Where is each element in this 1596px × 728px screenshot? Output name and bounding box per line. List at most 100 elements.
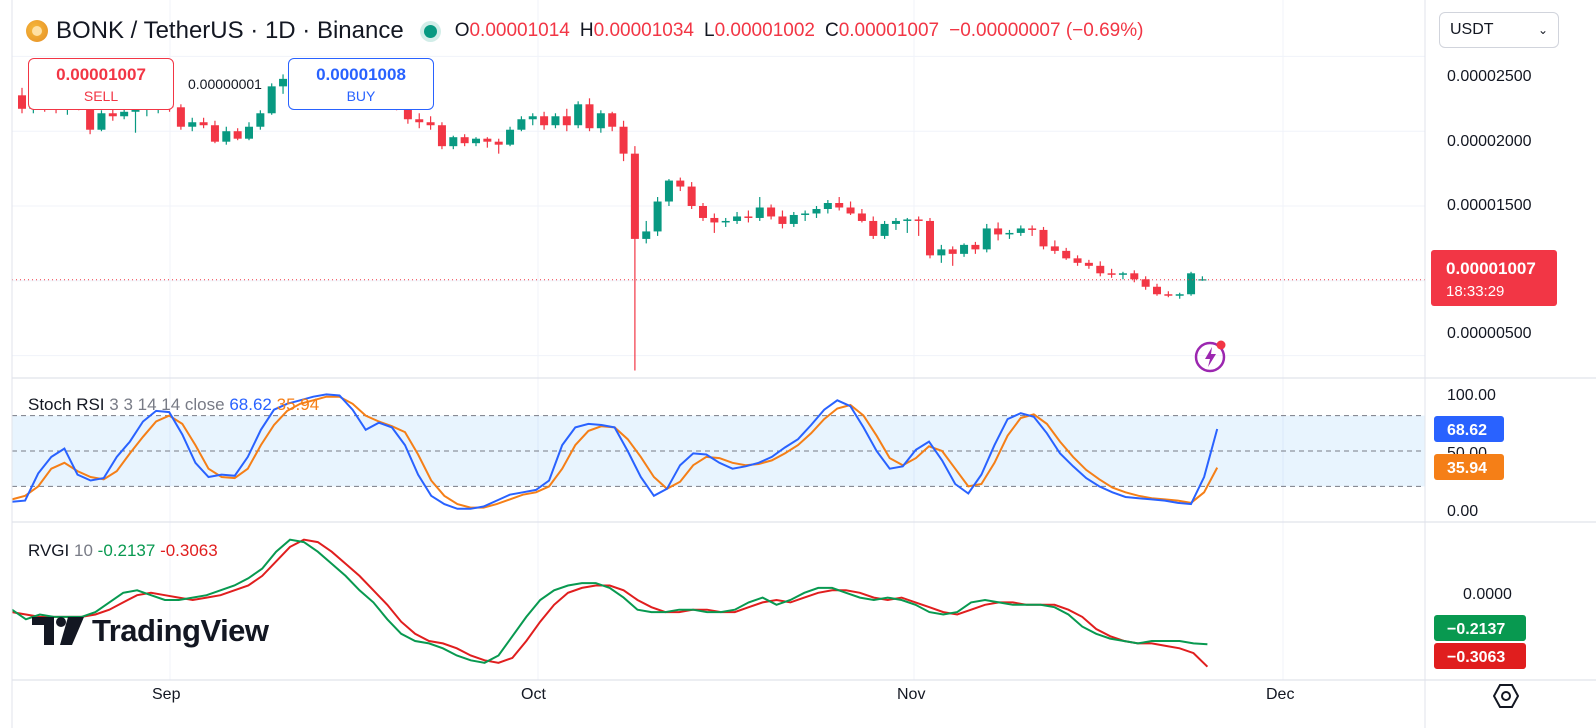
chevron-down-icon: ⌄ [1537, 23, 1548, 37]
candle [948, 246, 957, 266]
candle [574, 101, 583, 129]
currency-select[interactable]: USDT ⌄ [1439, 12, 1559, 48]
candle-body [1016, 228, 1025, 233]
candle [1153, 283, 1161, 296]
candle-body [676, 180, 685, 187]
candle [1198, 276, 1207, 281]
rvgi-legend[interactable]: RVGI 10 -0.2137 -0.3063 [28, 541, 218, 561]
candle [1073, 255, 1082, 266]
candle-body [1096, 265, 1105, 274]
candle [1016, 225, 1025, 236]
candle-body [1164, 294, 1173, 296]
settings-icon[interactable] [1493, 683, 1519, 709]
stoch-params: 3 3 14 14 close [109, 395, 225, 414]
candle-body [426, 122, 435, 126]
candle-body [222, 131, 231, 142]
candle-body [188, 122, 197, 127]
price-tick: 0.00002000 [1447, 133, 1532, 150]
price-axis[interactable]: 0.00002500 0.00002000 0.00001500 0.00000… [1447, 68, 1532, 342]
candle-body [642, 231, 651, 239]
candle [1028, 225, 1037, 236]
candle [1050, 240, 1059, 254]
candle [755, 197, 764, 221]
candle [199, 117, 208, 129]
stoch-k-line [11, 393, 1219, 510]
sell-button[interactable]: 0.00001007 SELL [28, 58, 174, 110]
candle-body [483, 138, 492, 142]
candle-body [176, 107, 185, 127]
candle-body [279, 78, 288, 87]
rvgi-axis[interactable]: 0.0000 [1463, 586, 1512, 603]
candle-body [1187, 273, 1196, 295]
ohlc-high: H0.00001034 [579, 20, 694, 41]
candle-body [403, 107, 412, 120]
candle [1118, 271, 1127, 280]
candle-body [18, 95, 26, 109]
candle [517, 116, 526, 132]
candle [767, 204, 776, 220]
candle-body [517, 119, 526, 130]
candle [426, 116, 435, 130]
candle-body [1153, 286, 1161, 295]
time-axis[interactable]: Sep Oct Nov Dec [152, 686, 1294, 703]
candle-body [245, 126, 253, 139]
price-tick: 0.00001500 [1447, 197, 1532, 214]
candle [1175, 292, 1184, 299]
candle [676, 177, 685, 192]
candle-body [131, 108, 140, 112]
rvgi-badge: −0.2137 [1434, 615, 1526, 641]
candle-body [835, 203, 844, 208]
time-tick: Nov [897, 686, 925, 703]
stoch-rsi-legend[interactable]: Stoch RSI 3 3 14 14 close 68.62 35.94 [28, 395, 319, 415]
candle [960, 243, 969, 257]
time-tick: Sep [152, 686, 181, 703]
candle-body [982, 228, 991, 250]
candle [733, 211, 742, 224]
symbol-legend: BONK / TetherUS · 1D · Binance O0.000010… [26, 14, 1143, 48]
tradingview-logo[interactable]: TradingView [32, 613, 269, 649]
rvgi-value: -0.2137 [97, 541, 156, 560]
candle [540, 111, 549, 130]
candle-body [891, 220, 900, 224]
stoch-k-badge: 68.62 [1434, 416, 1504, 442]
candle-body [869, 220, 878, 236]
price-tick: 0.00002500 [1447, 68, 1532, 85]
rvgi-signal-badge-label: −0.3063 [1447, 649, 1505, 666]
candle [1164, 291, 1173, 298]
candle [528, 113, 537, 126]
candle-body [789, 214, 798, 224]
rvgi-tick: 0.0000 [1463, 586, 1512, 603]
candlestick-series [18, 62, 1207, 371]
candle [744, 210, 753, 223]
candle-body [812, 208, 821, 214]
stoch-tick: 100.00 [1447, 387, 1496, 404]
stoch-axis[interactable]: 100.00 50.00 0.00 [1447, 387, 1496, 520]
candle [210, 120, 219, 144]
stoch-d-badge: 35.94 [1434, 454, 1504, 480]
candle [823, 200, 832, 214]
buy-button[interactable]: 0.00001008 BUY [288, 58, 434, 110]
candle [1096, 261, 1105, 277]
candle-body [528, 116, 537, 120]
last-price-badge: 0.00001007 18:33:29 [1431, 250, 1557, 306]
candle [699, 203, 707, 221]
candle [721, 217, 730, 227]
flash-alert-icon[interactable] [1193, 338, 1229, 374]
candle-body [437, 125, 446, 147]
pane-separators [11, 0, 1596, 728]
candle-body [1005, 232, 1014, 235]
stoch-name: Stoch RSI [28, 395, 105, 414]
stoch-k-badge-label: 68.62 [1447, 422, 1487, 439]
rvgi-signal-line [11, 538, 1209, 668]
candle-body [460, 137, 469, 144]
candle [687, 182, 696, 209]
candle [1005, 229, 1014, 239]
candle-body [210, 125, 219, 142]
candle-body [574, 104, 583, 126]
candle [449, 135, 458, 150]
symbol-title[interactable]: BONK / TetherUS · 1D · Binance [56, 17, 404, 44]
candle [846, 201, 855, 215]
candle [789, 211, 798, 227]
candle-body [449, 137, 458, 147]
